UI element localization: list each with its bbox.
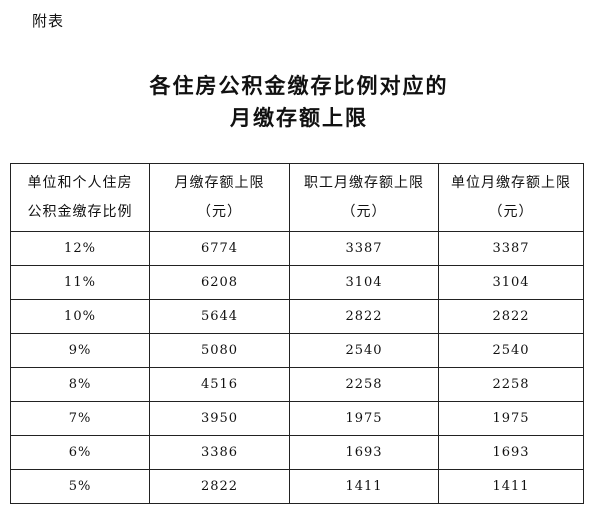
- cell-employer-limit: 3104: [438, 265, 584, 300]
- cell-employee-limit: 3387: [289, 231, 439, 266]
- table-header-row: 单位和个人住房 公积金缴存比例 月缴存额上限 （元） 职工月缴存额上限 （元） …: [10, 163, 584, 232]
- cell-ratio: 8%: [10, 367, 150, 402]
- table-row: 11% 6208 3104 3104: [10, 265, 584, 300]
- contribution-limit-table: 单位和个人住房 公积金缴存比例 月缴存额上限 （元） 职工月缴存额上限 （元） …: [10, 163, 584, 504]
- cell-monthly-limit: 4516: [149, 367, 290, 402]
- appendix-label: 附表: [32, 12, 65, 30]
- cell-ratio: 7%: [10, 401, 150, 436]
- header-employer-limit-line2: （元）: [488, 203, 534, 220]
- cell-employer-limit: 2258: [438, 367, 584, 402]
- header-employee-limit: 职工月缴存额上限 （元）: [289, 163, 439, 232]
- table-row: 6% 3386 1693 1693: [10, 435, 584, 470]
- cell-monthly-limit: 6774: [149, 231, 290, 266]
- cell-ratio: 11%: [10, 265, 150, 300]
- cell-employer-limit: 2540: [438, 333, 584, 368]
- cell-monthly-limit: 3386: [149, 435, 290, 470]
- table-row: 10% 5644 2822 2822: [10, 299, 584, 334]
- cell-ratio: 6%: [10, 435, 150, 470]
- cell-employee-limit: 1411: [289, 469, 439, 504]
- header-employer-limit: 单位月缴存额上限 （元）: [438, 163, 584, 232]
- page-title-line-1: 各住房公积金缴存比例对应的: [149, 73, 449, 98]
- header-employee-limit-line2: （元）: [341, 203, 387, 220]
- table-row: 12% 6774 3387 3387: [10, 231, 584, 266]
- header-employer-limit-line1: 单位月缴存额上限: [451, 174, 571, 191]
- cell-employee-limit: 2822: [289, 299, 439, 334]
- cell-monthly-limit: 3950: [149, 401, 290, 436]
- cell-employer-limit: 1975: [438, 401, 584, 436]
- cell-employer-limit: 3387: [438, 231, 584, 266]
- cell-employer-limit: 1411: [438, 469, 584, 504]
- cell-employee-limit: 1975: [289, 401, 439, 436]
- cell-monthly-limit: 6208: [149, 265, 290, 300]
- cell-employer-limit: 2822: [438, 299, 584, 334]
- table-row: 9% 5080 2540 2540: [10, 333, 584, 368]
- cell-monthly-limit: 2822: [149, 469, 290, 504]
- header-employee-limit-line1: 职工月缴存额上限: [304, 174, 424, 191]
- cell-employee-limit: 2258: [289, 367, 439, 402]
- cell-employee-limit: 3104: [289, 265, 439, 300]
- cell-ratio: 9%: [10, 333, 150, 368]
- header-monthly-limit-line2: （元）: [197, 203, 242, 220]
- cell-employee-limit: 1693: [289, 435, 439, 470]
- table-row: 5% 2822 1411 1411: [10, 469, 584, 504]
- header-monthly-limit: 月缴存额上限 （元）: [149, 163, 290, 232]
- header-contribution-ratio: 单位和个人住房 公积金缴存比例: [10, 163, 150, 232]
- cell-monthly-limit: 5080: [149, 333, 290, 368]
- table-row: 7% 3950 1975 1975: [10, 401, 584, 436]
- header-monthly-limit-line1: 月缴存额上限: [174, 174, 265, 191]
- table-row: 8% 4516 2258 2258: [10, 367, 584, 402]
- cell-ratio: 10%: [10, 299, 150, 334]
- header-contribution-ratio-line1: 单位和个人住房: [27, 174, 133, 191]
- cell-ratio: 12%: [10, 231, 150, 266]
- cell-employee-limit: 2540: [289, 333, 439, 368]
- cell-ratio: 5%: [10, 469, 150, 504]
- page-title-line-2: 月缴存额上限: [230, 105, 368, 130]
- cell-employer-limit: 1693: [438, 435, 584, 470]
- header-contribution-ratio-line2: 公积金缴存比例: [27, 203, 133, 220]
- cell-monthly-limit: 5644: [149, 299, 290, 334]
